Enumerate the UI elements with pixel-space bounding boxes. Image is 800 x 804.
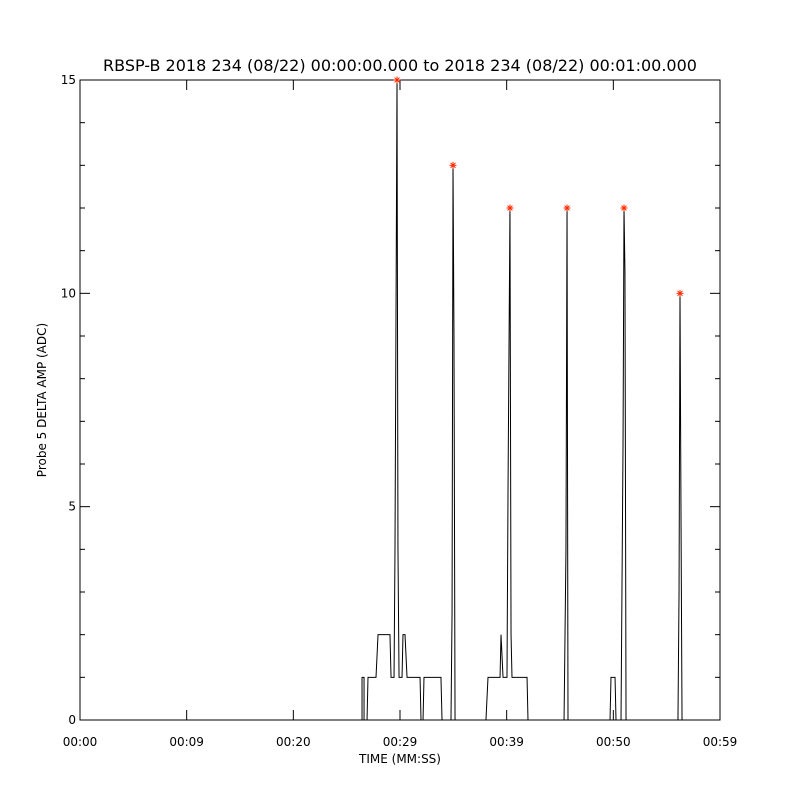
y-tick-label: 0 bbox=[68, 713, 76, 727]
peak-marker bbox=[393, 76, 401, 84]
peak-marker-stroke bbox=[564, 205, 570, 211]
peak-marker bbox=[506, 204, 514, 212]
x-tick-label: 00:29 bbox=[383, 735, 418, 749]
x-tick-label: 00:50 bbox=[596, 735, 631, 749]
peak-marker-stroke bbox=[621, 205, 627, 211]
peak-marker-stroke bbox=[394, 77, 400, 83]
peak-marker-stroke bbox=[507, 205, 513, 211]
x-tick-label: 00:09 bbox=[169, 735, 204, 749]
y-axis-label: Probe 5 DELTA AMP (ADC) bbox=[35, 323, 49, 477]
x-tick-label: 00:20 bbox=[276, 735, 311, 749]
peak-marker bbox=[676, 289, 684, 297]
x-tick-label: 00:59 bbox=[703, 735, 738, 749]
x-tick-label: 00:39 bbox=[489, 735, 524, 749]
peak-marker-stroke bbox=[450, 162, 456, 169]
peak-marker bbox=[563, 204, 571, 212]
chart-title: RBSP-B 2018 234 (08/22) 00:00:00.000 to … bbox=[103, 56, 697, 75]
x-axis-label: TIME (MM:SS) bbox=[358, 752, 441, 766]
peak-marker bbox=[449, 161, 457, 169]
plot-frame bbox=[79, 79, 721, 721]
data-line bbox=[80, 79, 720, 721]
y-tick-label: 5 bbox=[68, 500, 76, 514]
x-tick-label: 00:00 bbox=[63, 735, 98, 749]
y-tick-label: 15 bbox=[61, 73, 76, 87]
peak-marker bbox=[620, 204, 628, 212]
peak-marker-stroke bbox=[677, 290, 683, 297]
y-tick-label: 10 bbox=[61, 286, 76, 300]
